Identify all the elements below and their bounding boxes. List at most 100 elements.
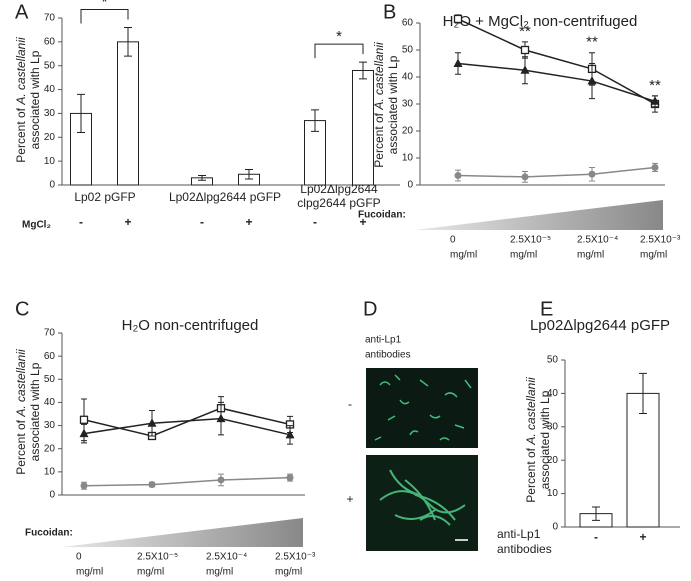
significance-label: **	[519, 23, 531, 40]
x-tick-unit: mg/ml	[510, 250, 537, 261]
significance-label: *	[336, 28, 342, 45]
marker	[147, 418, 157, 427]
bar	[626, 392, 660, 528]
y-tick-label: 70	[44, 328, 56, 339]
x-tick-label: 2.5X10⁻⁵	[510, 235, 551, 246]
y-label-part: A. castellanii	[372, 42, 386, 111]
y-tick-label: 30	[44, 108, 56, 119]
factor-label: anti-Lp1	[497, 527, 541, 541]
significance-label: **	[649, 77, 661, 94]
group-label: clpg2644 pGFP	[297, 196, 380, 210]
marker	[521, 173, 529, 181]
marker	[588, 170, 596, 178]
y-tick-label: 50	[44, 60, 56, 71]
error-bar	[245, 168, 253, 180]
y-label-part: A. castellanii	[14, 349, 28, 418]
x-tick-label: 2.5X10⁻³	[640, 235, 681, 246]
panel-letter: D	[363, 298, 377, 320]
y-axis-label: Percent of A. castellanii	[14, 37, 28, 163]
error-bar	[639, 372, 647, 414]
panel-letter: E	[540, 298, 553, 320]
marker	[454, 172, 462, 180]
y-tick-label: 10	[44, 156, 56, 167]
y-axis-label: Percent of A. castellanii	[14, 349, 28, 475]
micrograph	[366, 455, 478, 551]
y-axis-label: associated with Lp	[386, 55, 400, 154]
row-label: +	[346, 492, 353, 506]
x-tick-unit: mg/ml	[206, 567, 233, 578]
y-tick-label: 20	[44, 132, 56, 143]
y-tick-label: 0	[552, 522, 558, 533]
y-tick-label: 40	[44, 397, 56, 408]
y-label-part: Percent of	[14, 105, 28, 163]
group-label: Lp02Δlpg2644 pGFP	[169, 190, 281, 204]
y-tick-label: 60	[44, 36, 56, 47]
y-tick-label: 30	[44, 420, 56, 431]
marker	[79, 415, 89, 424]
group-label: Lp02 pGFP	[74, 190, 135, 204]
significance-bracket	[314, 43, 364, 59]
marker	[216, 413, 226, 423]
panel-letter: B	[383, 1, 396, 23]
y-axis-label: associated with Lp	[28, 50, 42, 149]
fucoidan-label: Fucoidan:	[25, 528, 73, 539]
marker	[148, 481, 156, 489]
marker	[453, 58, 463, 67]
marker	[217, 476, 225, 484]
marker	[587, 76, 597, 85]
category-label: +	[359, 215, 366, 229]
category-label: -	[200, 215, 204, 229]
error-bar	[311, 109, 319, 132]
marker	[80, 482, 88, 490]
marker	[520, 65, 530, 74]
micrograph	[366, 368, 478, 448]
series-line	[457, 166, 656, 178]
y-tick-label: 50	[44, 374, 56, 385]
x-tick-unit: mg/ml	[137, 567, 164, 578]
y-tick-label: 40	[547, 388, 559, 399]
y-tick-label: 10	[402, 153, 414, 164]
y-tick-label: 10	[44, 466, 56, 477]
panel-letter: C	[15, 298, 29, 320]
y-label-part: A. castellanii	[524, 377, 538, 446]
bacteria-cluster	[379, 469, 466, 526]
y-tick-label: 20	[44, 443, 56, 454]
fucoidan-gradient	[62, 518, 303, 547]
error-bar	[198, 174, 206, 181]
x-tick-label: 2.5X10⁻⁵	[137, 552, 178, 563]
y-tick-label: 30	[547, 421, 559, 432]
x-tick-unit: mg/ml	[76, 567, 103, 578]
error-bar	[592, 506, 600, 521]
y-axis-label: associated with Lp	[538, 390, 552, 489]
error-bar	[77, 93, 85, 134]
category-label: +	[639, 530, 646, 544]
y-tick-label: 40	[44, 84, 56, 95]
y-axis-label: Percent of A. castellanii	[524, 377, 538, 503]
series-line	[83, 476, 291, 487]
series-line	[457, 18, 656, 105]
x-tick-unit: mg/ml	[577, 250, 604, 261]
x-tick-label: 2.5X10⁻⁴	[577, 235, 618, 246]
bacteria	[374, 374, 472, 441]
panel-letter: A	[15, 1, 29, 23]
y-tick-label: 0	[49, 490, 55, 501]
marker	[286, 474, 294, 482]
series-line	[83, 417, 291, 436]
chart-title: Lp02Δlpg2644 pGFP	[530, 317, 670, 334]
marker	[651, 163, 659, 171]
bar	[117, 41, 139, 186]
d-label: antibodies	[365, 350, 411, 361]
x-tick-label: 0	[76, 552, 82, 563]
y-label-part: A. castellanii	[14, 37, 28, 106]
marker	[453, 14, 463, 24]
y-label-part: Percent of	[524, 445, 538, 503]
x-tick-unit: mg/ml	[450, 250, 477, 261]
category-label: -	[594, 530, 598, 544]
x-tick-label: 0	[450, 235, 456, 246]
y-axis-label: associated with Lp	[28, 362, 42, 461]
marker	[285, 429, 295, 439]
x-tick-label: 2.5X10⁻³	[275, 552, 316, 563]
category-label: -	[313, 215, 317, 229]
x-tick-unit: mg/ml	[640, 250, 667, 261]
